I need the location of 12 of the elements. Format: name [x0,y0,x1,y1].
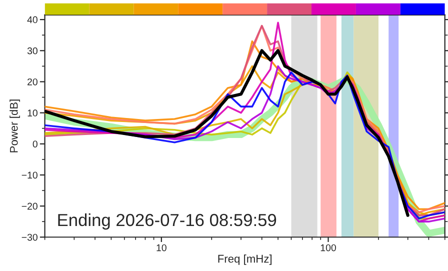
y-tick-label: 0 [32,140,38,148]
y-axis-title: Power [dB] [10,100,20,152]
y-tick-label: −20 [22,202,38,210]
y-tick-label: −30 [22,234,38,241]
annotation: Ending 2026-07-16 08:59:59 [58,213,276,230]
y-tick-label: 20 [28,78,38,86]
x-tick-label: 100 [320,244,336,252]
x-axis-title: Freq [mHz] [218,254,272,265]
y-tick-label: −10 [22,172,38,179]
y-tick-label: 40 [27,16,38,24]
y-tick-label: 30 [27,47,38,54]
y-tick-label: 10 [28,110,38,116]
